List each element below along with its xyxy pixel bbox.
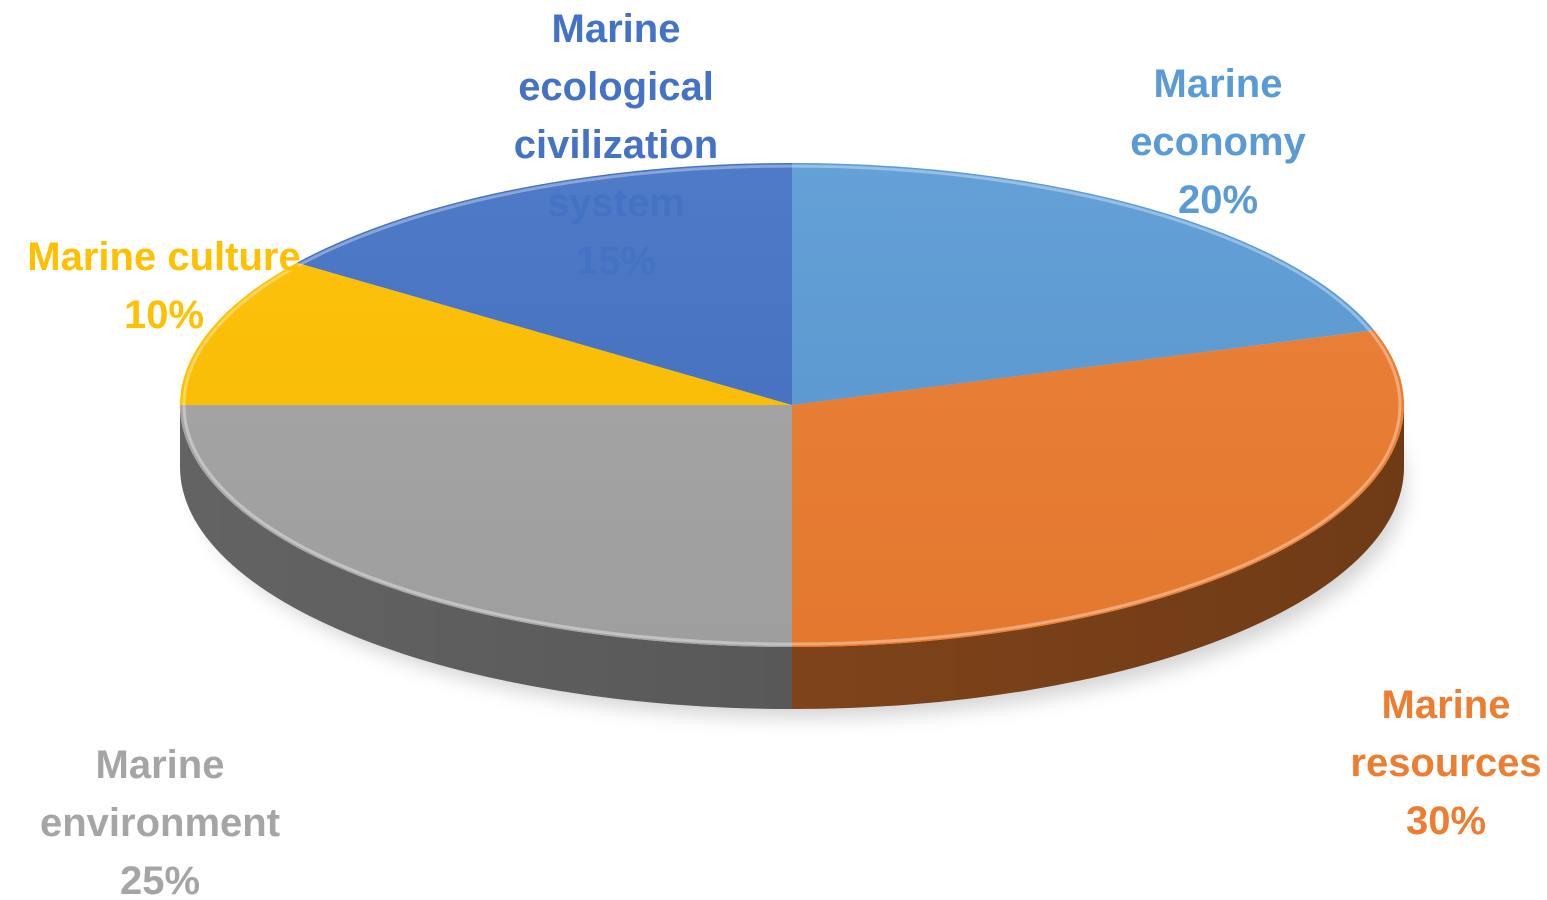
slice-label-line: economy [1130,120,1306,164]
slice-label-line: Marine culture [27,235,300,279]
slice-label-4: Marine ecological civilization system 15% [514,7,719,283]
slice-label-line: resources [1350,741,1541,785]
pie-side-shading [180,405,1404,709]
slice-label-line: civilization [514,123,719,167]
slice-value-label: 10% [124,293,204,337]
slice-label-line: Marine [1382,683,1511,727]
slice-label-line: ecological [518,65,714,109]
slice-label-2: Marine environment 25% [40,743,280,895]
slice-value-label: 25% [120,859,200,895]
slice-label-3: Marine culture 10% [27,235,300,337]
slice-value-label: 30% [1406,799,1486,843]
slice-label-line: system [547,181,685,225]
slice-label-0: Marine economy 20% [1130,62,1306,222]
slice-label-line: Marine [96,743,225,787]
slice-label-line: Marine [552,7,681,51]
slice-value-label: 20% [1178,178,1258,222]
slice-label-line: environment [40,801,280,845]
slice-label-1: Marine resources 30% [1350,683,1541,843]
slice-label-line: Marine [1154,62,1283,106]
pie-top-rim [182,164,1402,646]
slice-value-label: 15% [576,239,656,283]
